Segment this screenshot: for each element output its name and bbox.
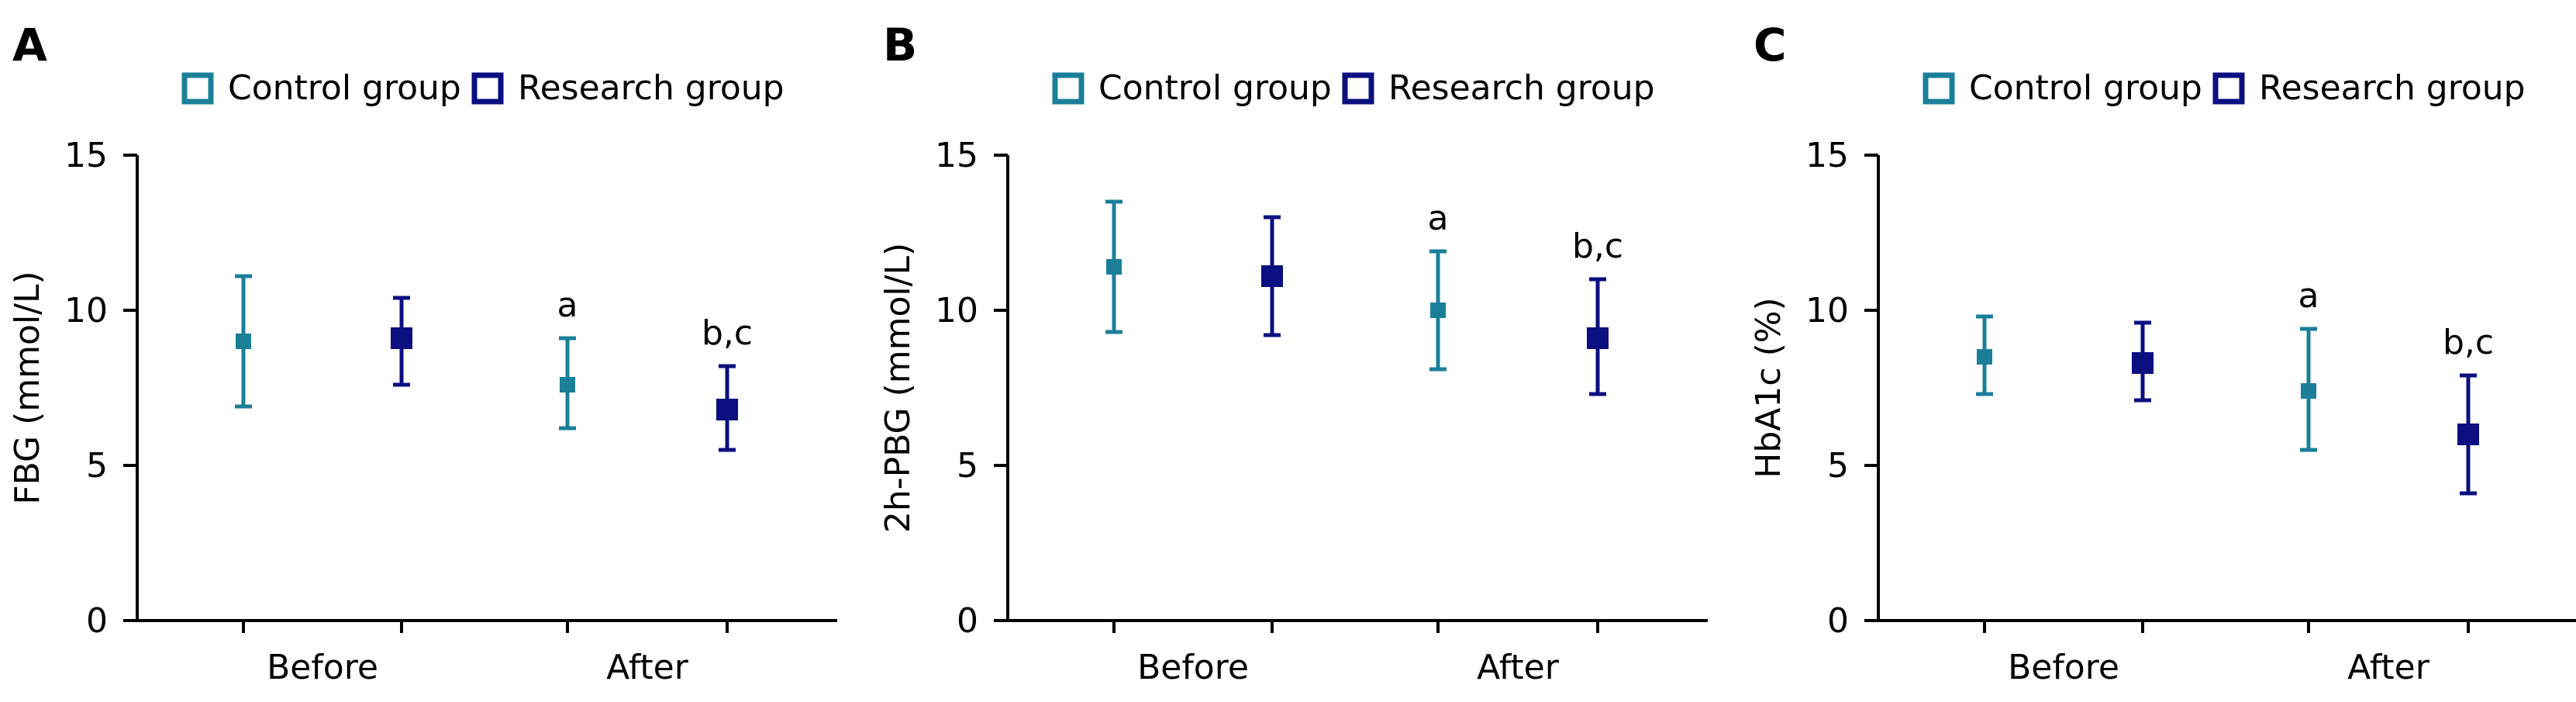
y-tick-label: 5 [86,446,108,486]
legend-label: Control group [1969,68,2202,108]
legend-swatch-research [2212,72,2245,105]
data-point-research [2457,424,2479,445]
data-point-research [1261,265,1283,287]
panel-label: B [883,19,917,71]
significance-annotation: a [2298,276,2319,316]
x-tick-label-before: Before [2008,648,2119,687]
y-tick-label: 15 [1805,136,1849,175]
legend-label: Control group [228,68,461,108]
data-point-research [391,327,412,349]
y-axis-label: FBG (mmol/L) [8,271,47,504]
y-tick-label: 15 [64,136,108,175]
significance-annotation: b,c [2443,323,2494,362]
data-point-research [716,399,738,420]
legend-label: Research group [2259,68,2526,108]
significance-annotation: a [1428,199,1449,238]
x-tick-label-after: After [2347,648,2430,687]
legend-swatch-control [181,72,214,105]
y-tick-label: 10 [1805,291,1849,330]
chart-panel-a: A Control group Research group 0 5 10 15 FBG (m… [8,19,837,687]
y-tick-label: 5 [957,446,978,486]
y-axis-label: HbA1c (%) [1749,297,1788,478]
data-point-control [236,334,251,349]
y-tick-label: 10 [935,291,978,330]
chart-panel-c: C Control group Research group 0 5 10 15 HbA1c … [1749,19,2576,687]
data-point-control [560,377,575,392]
legend-swatch-control [1923,72,1955,105]
legend-swatch-research [471,72,504,105]
significance-annotation: a [557,285,578,325]
legend-label: Research group [518,68,785,108]
chart-panel-b: B Control group Research group 0 5 10 15 2h-PBG… [878,19,1708,687]
y-axis-label: 2h-PBG (mmol/L) [878,243,918,533]
panel-label: C [1754,19,1787,71]
x-tick-label-before: Before [1137,648,1249,687]
y-tick-label: 5 [1827,446,1849,486]
significance-annotation: b,c [1572,227,1623,266]
data-point-control [1430,303,1446,318]
legend-label: Control group [1098,68,1332,108]
y-tick-label: 0 [86,601,108,641]
significance-annotation: b,c [702,313,753,353]
y-tick-label: 0 [1827,601,1849,641]
data-point-research [1587,327,1609,349]
y-tick-label: 0 [957,601,978,641]
y-tick-label: 10 [64,291,108,330]
data-point-control [1106,259,1122,275]
legend-swatch-control [1052,72,1085,105]
legend-swatch-research [1342,72,1374,105]
panel-label: A [12,19,47,71]
x-tick-label-before: Before [267,648,378,687]
legend-label: Research group [1388,68,1655,108]
data-point-control [2301,383,2316,399]
x-tick-label-after: After [1477,648,1560,687]
y-tick-label: 15 [935,136,978,175]
data-point-research [2132,352,2154,374]
x-tick-label-after: After [606,648,689,687]
data-point-control [1977,349,1992,365]
